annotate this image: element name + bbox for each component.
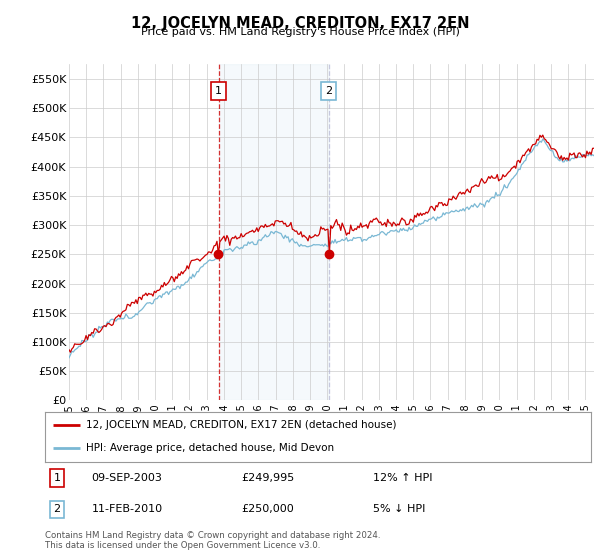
Text: 5% ↓ HPI: 5% ↓ HPI — [373, 505, 425, 515]
Text: 11-FEB-2010: 11-FEB-2010 — [91, 505, 163, 515]
Text: 09-SEP-2003: 09-SEP-2003 — [91, 473, 162, 483]
Text: 12, JOCELYN MEAD, CREDITON, EX17 2EN: 12, JOCELYN MEAD, CREDITON, EX17 2EN — [131, 16, 469, 31]
Text: £250,000: £250,000 — [242, 505, 295, 515]
Text: 1: 1 — [215, 86, 222, 96]
Text: 2: 2 — [325, 86, 332, 96]
Text: HPI: Average price, detached house, Mid Devon: HPI: Average price, detached house, Mid … — [86, 444, 334, 454]
Text: 1: 1 — [53, 473, 61, 483]
Text: 12% ↑ HPI: 12% ↑ HPI — [373, 473, 432, 483]
Bar — [219, 64, 329, 400]
Text: £249,995: £249,995 — [242, 473, 295, 483]
Text: Price paid vs. HM Land Registry's House Price Index (HPI): Price paid vs. HM Land Registry's House … — [140, 27, 460, 37]
Text: 2: 2 — [53, 505, 61, 515]
Text: 12, JOCELYN MEAD, CREDITON, EX17 2EN (detached house): 12, JOCELYN MEAD, CREDITON, EX17 2EN (de… — [86, 420, 397, 430]
Text: Contains HM Land Registry data © Crown copyright and database right 2024.
This d: Contains HM Land Registry data © Crown c… — [45, 531, 380, 550]
